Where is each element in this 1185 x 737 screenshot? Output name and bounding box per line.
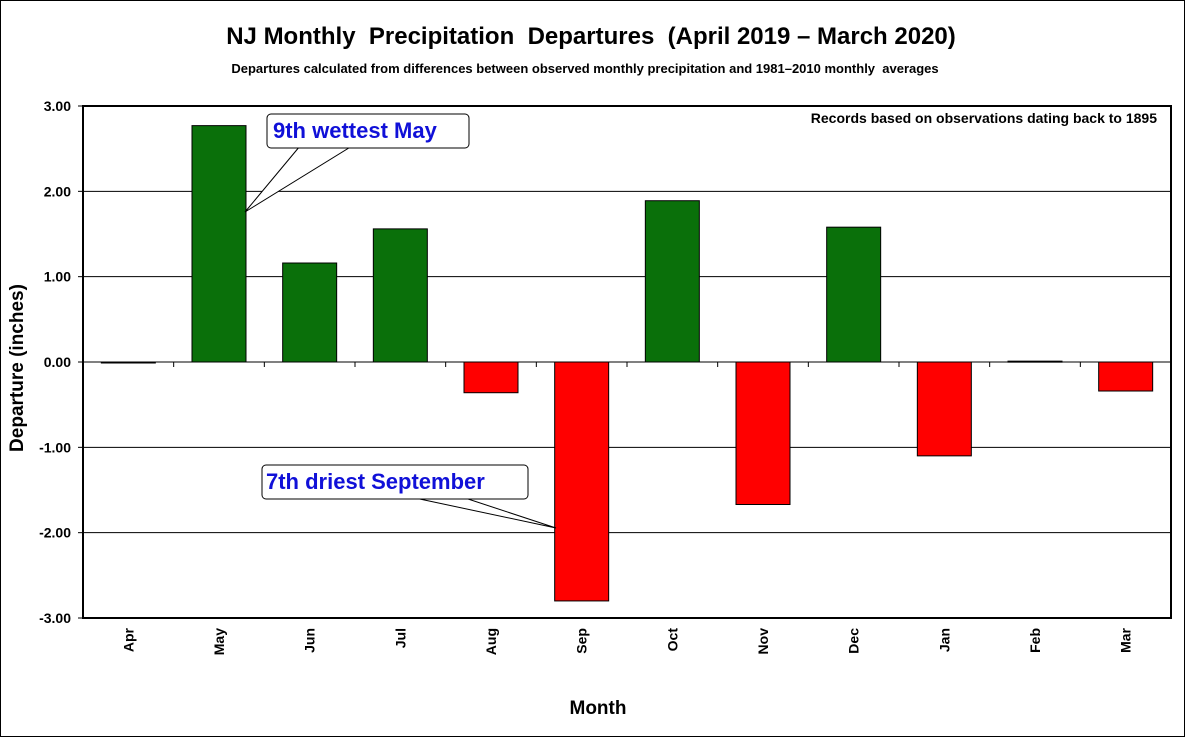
bar-may bbox=[191, 125, 247, 363]
x-tick-label: Feb bbox=[1027, 628, 1043, 653]
callout-text: 7th driest September bbox=[266, 469, 485, 494]
x-tick-label: Jul bbox=[392, 628, 408, 648]
bar-nov bbox=[735, 361, 791, 506]
callout-driest-september: 7th driest September bbox=[261, 464, 557, 529]
y-tick-label: -3.00 bbox=[39, 610, 71, 626]
y-tick-label: 3.00 bbox=[44, 98, 71, 114]
callout-wettest-may: 9th wettest May bbox=[244, 113, 470, 213]
callout-text: 9th wettest May bbox=[273, 118, 438, 143]
x-axis-label: Month bbox=[570, 698, 627, 719]
bar-sep bbox=[554, 361, 610, 602]
x-tick-label: Nov bbox=[755, 628, 771, 655]
bars bbox=[82, 125, 1154, 602]
x-tick-label: Dec bbox=[846, 628, 862, 654]
bar-jul bbox=[372, 228, 428, 363]
callout-box bbox=[261, 464, 529, 500]
x-tick-label: Oct bbox=[664, 628, 680, 652]
y-tick-label: 1.00 bbox=[44, 269, 71, 285]
plot-border bbox=[82, 105, 1172, 619]
bar-dec bbox=[826, 226, 882, 363]
y-tick-label: 2.00 bbox=[44, 183, 71, 199]
x-tick-label: Jan bbox=[936, 628, 952, 652]
records-note: Records based on observations dating bac… bbox=[811, 110, 1157, 126]
x-tick-labels: Apr May Jun Jul Aug Sep Oct Nov Dec Jan Feb Mar bbox=[120, 627, 1133, 655]
x-tick-label: Mar bbox=[1118, 627, 1134, 652]
y-tick-label: -2.00 bbox=[39, 525, 71, 541]
chart-title: NJ Monthly Precipitation Departures (Apr… bbox=[226, 23, 956, 50]
bar-oct bbox=[644, 200, 700, 363]
y-tick-label: 0.00 bbox=[44, 354, 71, 370]
x-tick-label: Apr bbox=[120, 627, 136, 652]
y-tick-labels: 3.00 2.00 1.00 0.00 -1.00 -2.00 -3.00 bbox=[39, 98, 71, 626]
bar-jan bbox=[916, 361, 972, 457]
x-tick-label: Sep bbox=[574, 628, 590, 654]
x-tick-label: Jun bbox=[302, 628, 318, 653]
y-tick-label: -1.00 bbox=[39, 439, 71, 455]
y-axis-label: Departure (inches) bbox=[7, 284, 28, 452]
bar-mar bbox=[1098, 361, 1154, 392]
bar-aug bbox=[463, 361, 519, 394]
x-tick-label: May bbox=[211, 628, 227, 655]
bar-jun bbox=[282, 262, 338, 363]
callout-box bbox=[266, 113, 470, 149]
x-tick-label: Aug bbox=[483, 628, 499, 655]
chart-subtitle: Departures calculated from differences b… bbox=[231, 61, 938, 76]
